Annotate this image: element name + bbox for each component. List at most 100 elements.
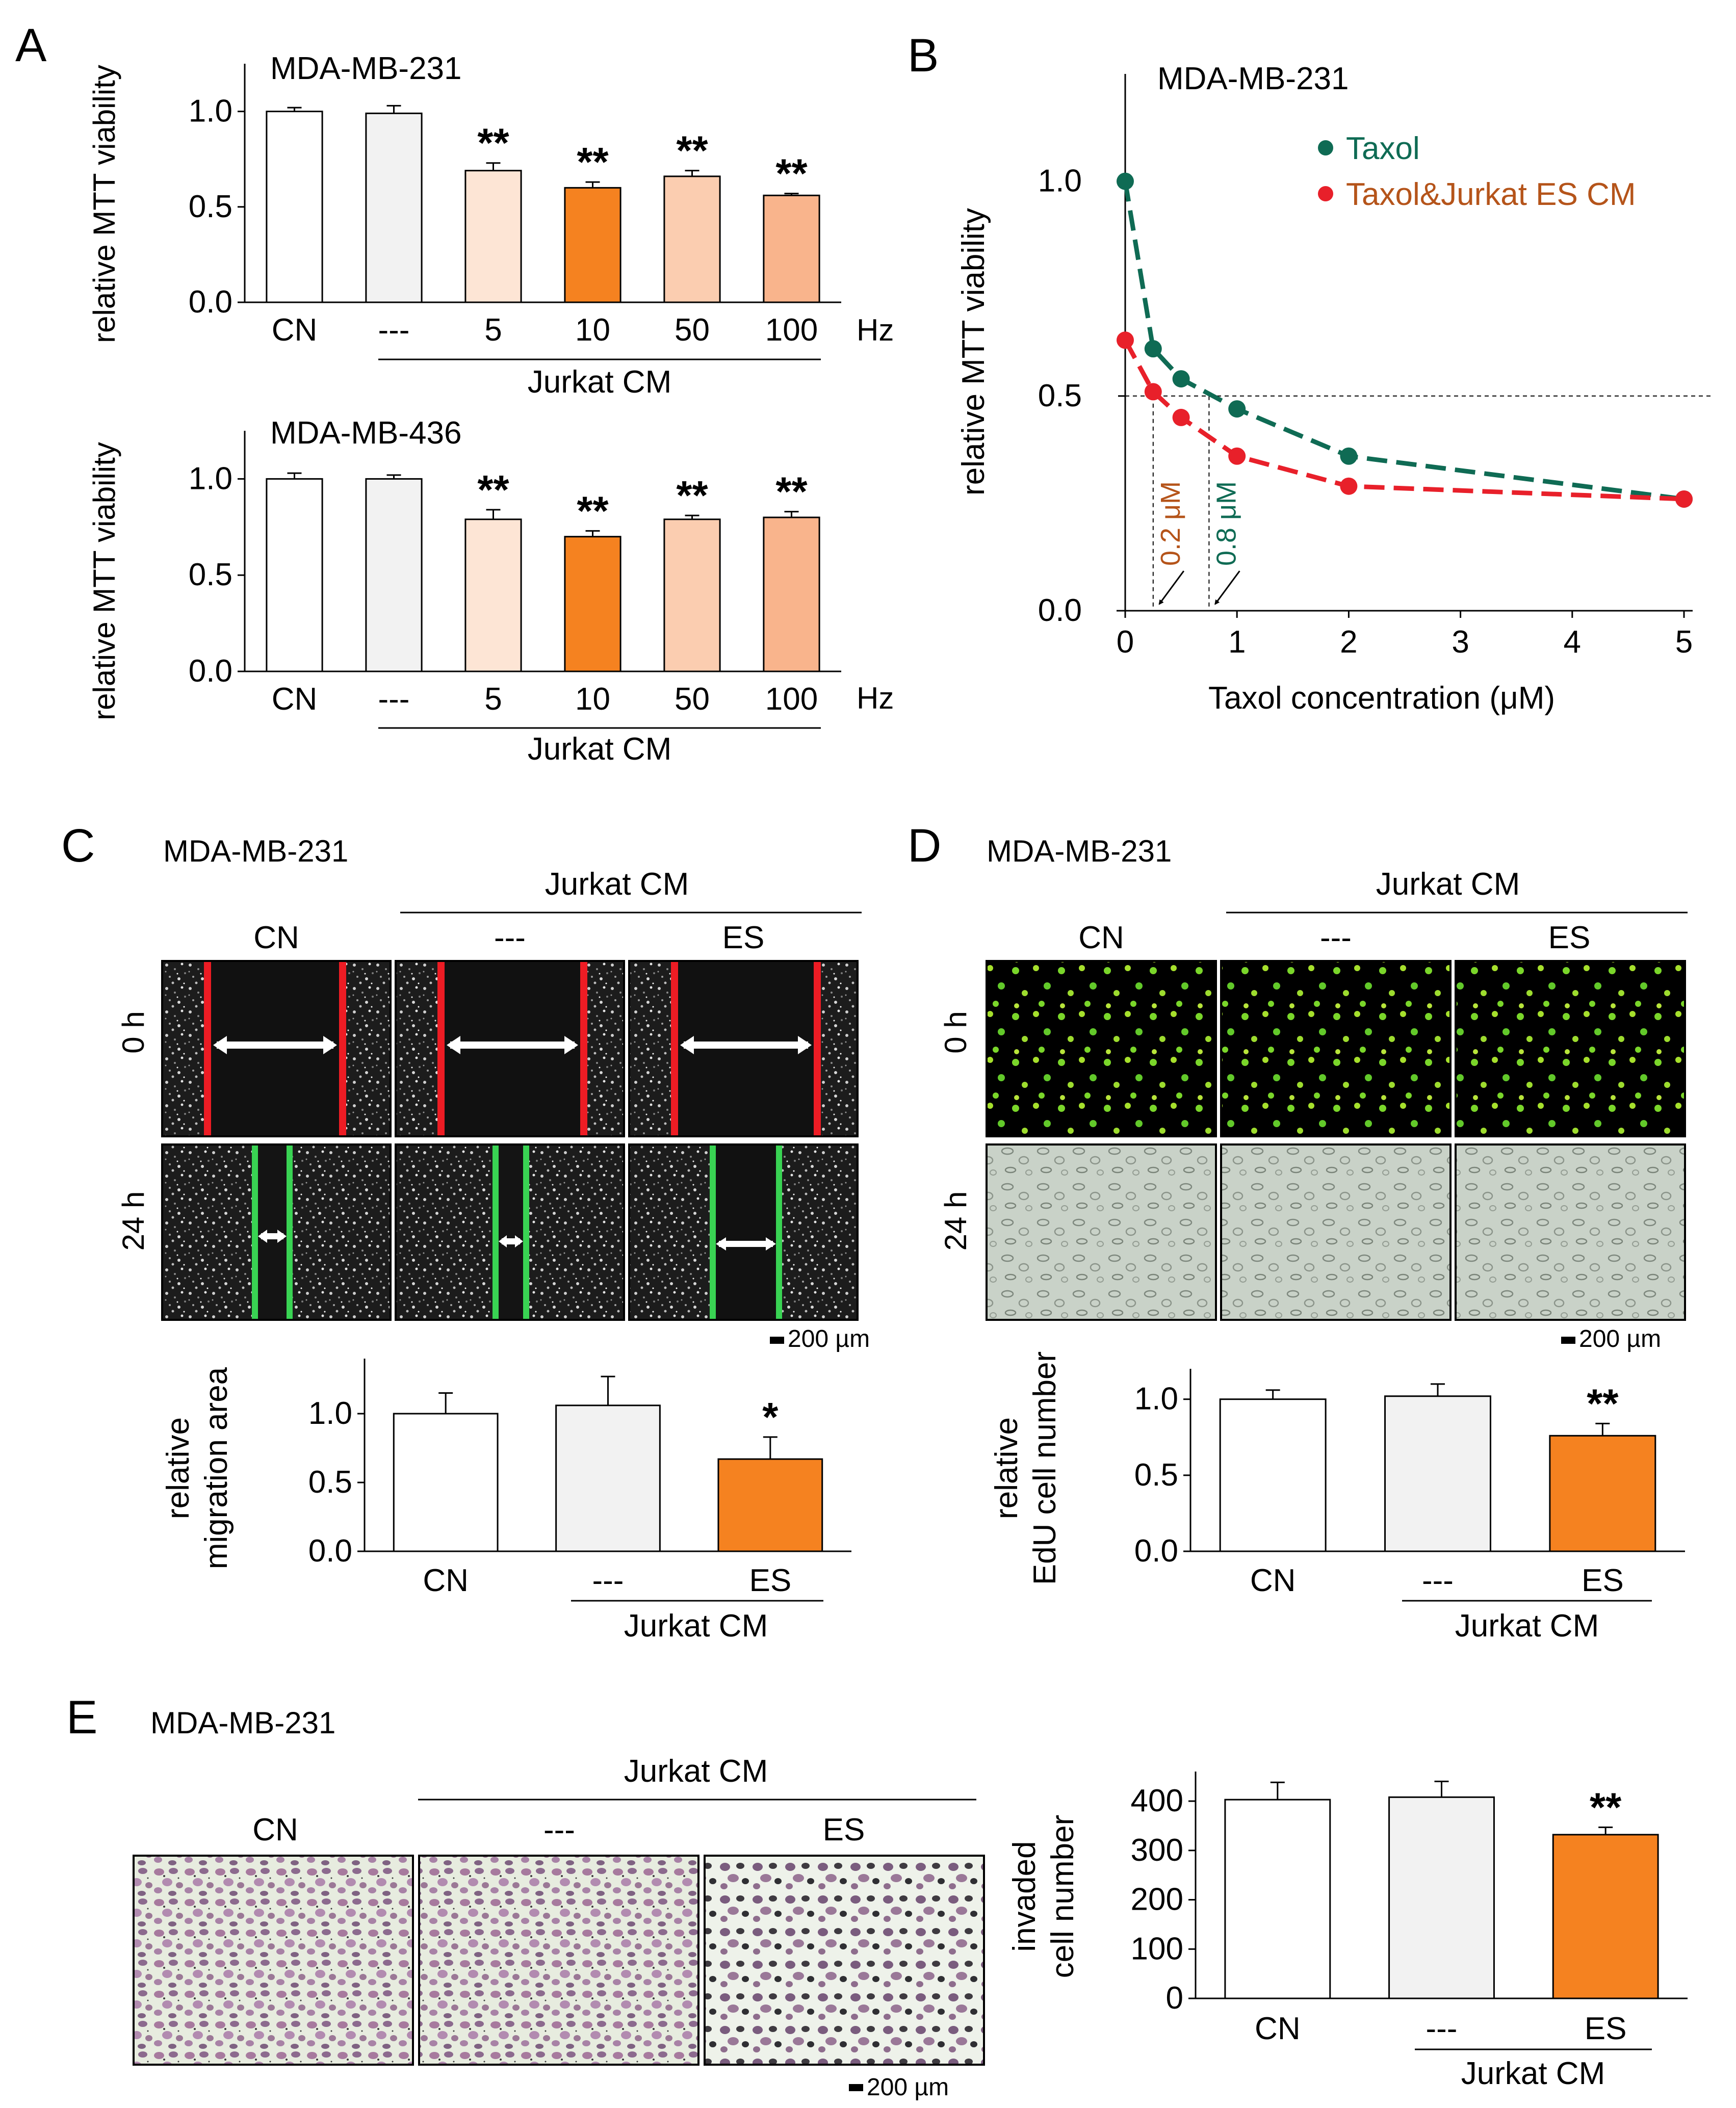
x-tick-label: 0 — [1117, 624, 1134, 660]
chart-c-ylabel-line1: relative — [161, 1417, 196, 1519]
chart-a1-plot: 0.0 0.5 1.0 CN --- 5 ** 10 ** 50 ** 100 ** — [189, 64, 841, 348]
chart-a2-plot: 0.0 0.5 1.0 CN --- 5 ** 10 ** 50 ** 100 ** — [189, 431, 841, 717]
panel-d-row-24h: 24 h — [939, 1191, 973, 1251]
y-tick-label: 0.5 — [1038, 378, 1082, 413]
series-2-point — [1675, 490, 1693, 508]
panel-e-col-cn: CN — [252, 1812, 298, 1847]
bar-2 — [365, 112, 423, 303]
series-2-point — [1340, 477, 1358, 495]
panel-d-col-cn: CN — [1078, 920, 1124, 955]
category-label: CN — [423, 1563, 469, 1598]
series-1-point — [1117, 172, 1134, 190]
chart-e-plot: 0 100 200 300 400 CN --- ES ** — [1131, 1772, 1688, 2046]
panel-e-micrographs: MDA-MB-231 Jurkat CM CN --- ES 200 µm — [133, 1706, 985, 2101]
bar-1 — [266, 111, 323, 303]
legend-taxol-marker — [1318, 140, 1333, 155]
y-tick-label: 200 — [1131, 1882, 1183, 1917]
panel-e-col-es: ES — [823, 1812, 865, 1847]
bar-6 — [763, 516, 820, 672]
category-label: --- — [1422, 1563, 1454, 1598]
chart-a2-ylabel: relative MTT viability — [87, 442, 121, 720]
category-label: CN — [1250, 1563, 1296, 1598]
panel-e-scale-label: 200 µm — [867, 2074, 949, 2101]
panel-c-row-0h: 0 h — [116, 1011, 150, 1053]
y-tick-label: 0.5 — [189, 557, 232, 592]
chart-b-xlabel: Taxol concentration (μM) — [1208, 681, 1555, 716]
category-label: 50 — [675, 313, 710, 348]
bar-4 — [564, 536, 621, 672]
bar-2 — [1384, 1395, 1491, 1552]
chart-d-ylabel-line2: EdU cell number — [1027, 1351, 1063, 1585]
y-tick-label: 1.0 — [308, 1396, 352, 1431]
series-1-point — [1228, 400, 1246, 418]
chart-b-legend: Taxol Taxol&Jurkat ES CM — [1318, 131, 1636, 212]
bar-3 — [1549, 1435, 1656, 1552]
chart-a1-group-label: Jurkat CM — [528, 365, 671, 400]
invasion-image-es — [704, 1855, 985, 2066]
significance-marker: ** — [577, 488, 609, 533]
category-label: 5 — [484, 682, 502, 717]
panel-c-col-control: --- — [494, 920, 526, 955]
panel-e-group-label: Jurkat CM — [624, 1754, 768, 1789]
chart-d-ylabel-line1: relative — [989, 1417, 1024, 1519]
bar-5 — [663, 518, 721, 672]
panel-e-scale-bar — [849, 2084, 863, 2091]
bar-2 — [1388, 1796, 1495, 1999]
y-tick-label: 0.0 — [1038, 593, 1082, 628]
category-label: CN — [272, 313, 318, 348]
invasion-image-control — [418, 1855, 699, 2066]
chart-a1: MDA-MB-231 relative MTT viability 0.0 0.5… — [87, 51, 894, 400]
category-label: --- — [378, 313, 410, 348]
wound-image-control-24h — [395, 1143, 625, 1321]
y-tick-label: 0.0 — [189, 284, 232, 320]
edu-image-cn-0h — [986, 960, 1217, 1137]
chart-c-group-label: Jurkat CM — [624, 1608, 768, 1644]
panel-c-scale-bar — [770, 1337, 784, 1344]
category-label: 10 — [575, 313, 610, 348]
chart-e: invaded cell number 0 100 200 300 400 CN --- ES… — [1007, 1772, 1688, 2091]
y-tick-label: 1.0 — [189, 94, 232, 129]
series-2-point — [1117, 331, 1134, 349]
y-tick-label: 300 — [1131, 1833, 1183, 1868]
chart-e-ylabel-line2: cell number — [1045, 1815, 1080, 1978]
bar-1 — [1219, 1398, 1327, 1552]
panel-c-group-label: Jurkat CM — [545, 867, 689, 902]
bar-1 — [266, 478, 323, 672]
category-label: ES — [749, 1563, 791, 1598]
x-tick-label: 2 — [1340, 624, 1357, 660]
x-tick-label: 3 — [1452, 624, 1469, 660]
bar-4 — [564, 187, 621, 303]
annotation-arrow — [1158, 570, 1185, 605]
legend-taxol-cm-label: Taxol&Jurkat ES CM — [1346, 177, 1636, 212]
category-label: --- — [592, 1563, 624, 1598]
panel-d-micrographs: MDA-MB-231 Jurkat CM CN --- ES 0 h 24 h … — [939, 834, 1688, 1352]
panel-c-micrographs: MDA-MB-231 Jurkat CM CN --- ES 0 h 24 h — [116, 834, 870, 1352]
panel-letter-c: C — [61, 820, 95, 872]
y-tick-label: 100 — [1131, 1931, 1183, 1966]
category-label: ES — [1582, 1563, 1624, 1598]
panel-d-group-label: Jurkat CM — [1376, 867, 1520, 902]
chart-e-group-label: Jurkat CM — [1461, 2056, 1605, 2091]
edu-image-es-0h — [1455, 960, 1686, 1137]
chart-c: relative migration area 0.0 0.5 1.0 CN --- ES… — [161, 1359, 851, 1644]
bar-1 — [393, 1413, 499, 1552]
legend-taxol-cm-marker — [1318, 186, 1333, 201]
chart-a2: MDA-MB-436 relative MTT viability 0.0 0.5… — [87, 415, 894, 767]
category-label: 50 — [675, 682, 710, 717]
bar-6 — [763, 194, 820, 303]
panel-d-row-0h: 0 h — [939, 1011, 973, 1053]
panel-letter-d: D — [908, 820, 941, 872]
annotation-label: 0.2 μM — [1155, 481, 1186, 566]
chart-b: MDA-MB-231 relative MTT viability Taxol … — [956, 61, 1711, 716]
panel-d-title: MDA-MB-231 — [987, 834, 1172, 868]
y-tick-label: 1.0 — [189, 461, 232, 496]
panel-e-title: MDA-MB-231 — [150, 1706, 335, 1740]
category-label: 10 — [575, 682, 610, 717]
significance-marker: ** — [1590, 1784, 1622, 1830]
chart-d-group-label: Jurkat CM — [1455, 1608, 1599, 1644]
chart-a2-group-label: Jurkat CM — [528, 732, 671, 767]
significance-marker: ** — [1587, 1381, 1619, 1426]
category-label: 5 — [484, 313, 502, 348]
panel-c-title: MDA-MB-231 — [163, 834, 348, 868]
x-tick-label: 5 — [1675, 624, 1693, 660]
